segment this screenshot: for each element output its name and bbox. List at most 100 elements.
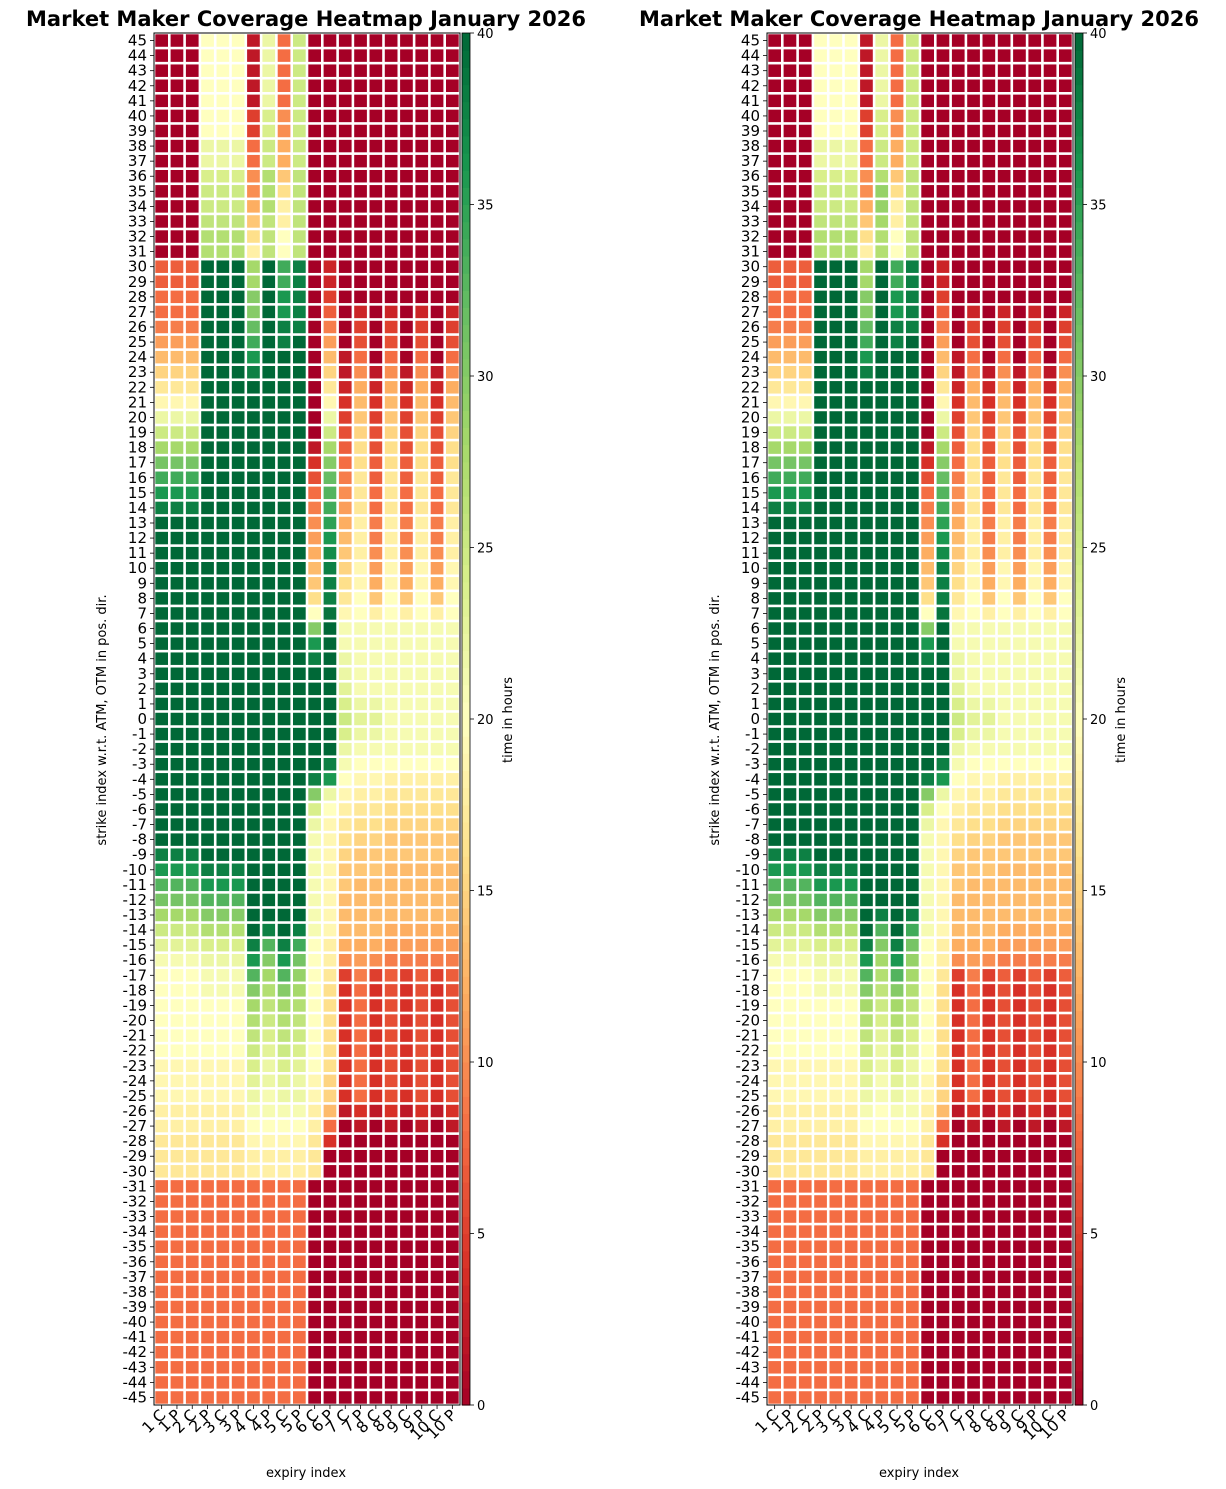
heatmap-cell	[936, 305, 950, 319]
heatmap-cell	[185, 1255, 199, 1269]
heatmap-cell	[185, 1014, 199, 1027]
heatmap-cell	[216, 350, 230, 364]
heatmap-cell	[798, 501, 812, 515]
heatmap-cell	[415, 1240, 429, 1253]
heatmap-cell	[875, 637, 889, 650]
heatmap-cell	[201, 79, 214, 93]
heatmap-cell	[262, 1361, 276, 1374]
heatmap-cell	[936, 275, 950, 289]
heatmap-cell	[890, 94, 904, 108]
heatmap-cell	[967, 863, 980, 877]
heatmap-cell	[354, 984, 367, 997]
heatmap-cell	[430, 124, 444, 138]
heatmap-cell	[247, 365, 260, 379]
heatmap-cell	[231, 697, 245, 711]
heatmap-cell	[936, 1134, 950, 1148]
heatmap-cell	[875, 1195, 889, 1208]
colorbar-segment	[1075, 221, 1083, 240]
heatmap-cell	[231, 1195, 245, 1208]
heatmap-cell	[446, 260, 459, 273]
heatmap-cell	[967, 682, 980, 696]
heatmap-cell	[384, 1210, 398, 1223]
heatmap-cell	[997, 546, 1011, 560]
heatmap-cell	[155, 64, 168, 77]
heatmap-cell	[1013, 169, 1026, 183]
heatmap-cell	[906, 471, 919, 485]
heatmap-cell	[798, 757, 812, 771]
heatmap-cell	[783, 546, 797, 560]
heatmap-cell	[875, 923, 889, 937]
y-tick-label: -34	[736, 1223, 761, 1241]
y-tick-label: 23	[128, 363, 147, 381]
heatmap-cell	[814, 953, 827, 967]
heatmap-cell	[1043, 200, 1057, 213]
heatmap-cell	[338, 1089, 352, 1103]
heatmap-cell	[829, 275, 843, 289]
heatmap-cell	[170, 64, 184, 77]
heatmap-chart-right: Market Maker Coverage Heatmap January 20…	[639, 7, 1199, 1481]
heatmap-cell	[997, 1285, 1011, 1299]
heatmap-cell	[768, 773, 781, 786]
heatmap-cell	[906, 1240, 919, 1253]
heatmap-cell	[798, 230, 812, 243]
heatmap-cell	[1059, 984, 1072, 997]
heatmap-cell	[814, 1315, 827, 1329]
heatmap-cell	[277, 622, 291, 635]
heatmap-cell	[1013, 577, 1026, 590]
heatmap-cell	[323, 1165, 337, 1178]
heatmap-cell	[997, 773, 1011, 786]
heatmap-cell	[247, 1285, 260, 1299]
heatmap-cell	[323, 863, 337, 877]
heatmap-cell	[1028, 893, 1042, 907]
heatmap-cell	[170, 1119, 184, 1133]
heatmap-cell	[1013, 682, 1026, 696]
heatmap-cell	[890, 335, 904, 349]
heatmap-cell	[1013, 1059, 1026, 1073]
heatmap-cell	[798, 908, 812, 922]
heatmap-cell	[446, 335, 459, 349]
heatmap-cell	[982, 984, 996, 997]
heatmap-cell	[201, 607, 214, 620]
heatmap-cell	[216, 1089, 230, 1103]
heatmap-cell	[308, 773, 321, 786]
heatmap-cell	[201, 1361, 214, 1374]
heatmap-cell	[354, 923, 367, 937]
colorbar-segment	[462, 444, 470, 463]
heatmap-cell	[201, 350, 214, 364]
heatmap-cell	[1028, 109, 1042, 123]
heatmap-cell	[400, 652, 413, 665]
heatmap-cell	[936, 215, 950, 228]
y-tick-label: -17	[123, 966, 148, 984]
heatmap-cell	[997, 1300, 1011, 1314]
heatmap-cell	[354, 64, 367, 77]
heatmap-cell	[155, 1014, 168, 1027]
heatmap-cell	[1013, 245, 1026, 258]
colorbar-segment	[1075, 1370, 1083, 1389]
heatmap-cell	[446, 1074, 459, 1088]
heatmap-cell	[155, 94, 168, 108]
heatmap-cell	[185, 320, 199, 334]
heatmap-cell	[906, 727, 919, 741]
heatmap-cell	[783, 94, 797, 108]
heatmap-cell	[844, 908, 858, 922]
heatmap-cell	[201, 1014, 214, 1027]
heatmap-cell	[860, 381, 873, 394]
heatmap-cell	[798, 818, 812, 831]
heatmap-cell	[798, 652, 812, 665]
heatmap-cell	[308, 94, 321, 108]
heatmap-cell	[369, 848, 383, 861]
heatmap-cell	[1059, 1300, 1072, 1314]
heatmap-cell	[875, 516, 889, 530]
heatmap-cell	[798, 109, 812, 123]
heatmap-cell	[783, 516, 797, 530]
heatmap-cell	[875, 471, 889, 485]
heatmap-cell	[875, 1361, 889, 1374]
heatmap-cell	[829, 652, 843, 665]
heatmap-cell	[921, 1074, 934, 1088]
heatmap-cell	[247, 1330, 260, 1344]
heatmap-cell	[967, 607, 980, 620]
heatmap-cell	[231, 848, 245, 861]
heatmap-cell	[829, 878, 843, 892]
heatmap-cell	[1013, 1285, 1026, 1299]
heatmap-cell	[338, 546, 352, 560]
